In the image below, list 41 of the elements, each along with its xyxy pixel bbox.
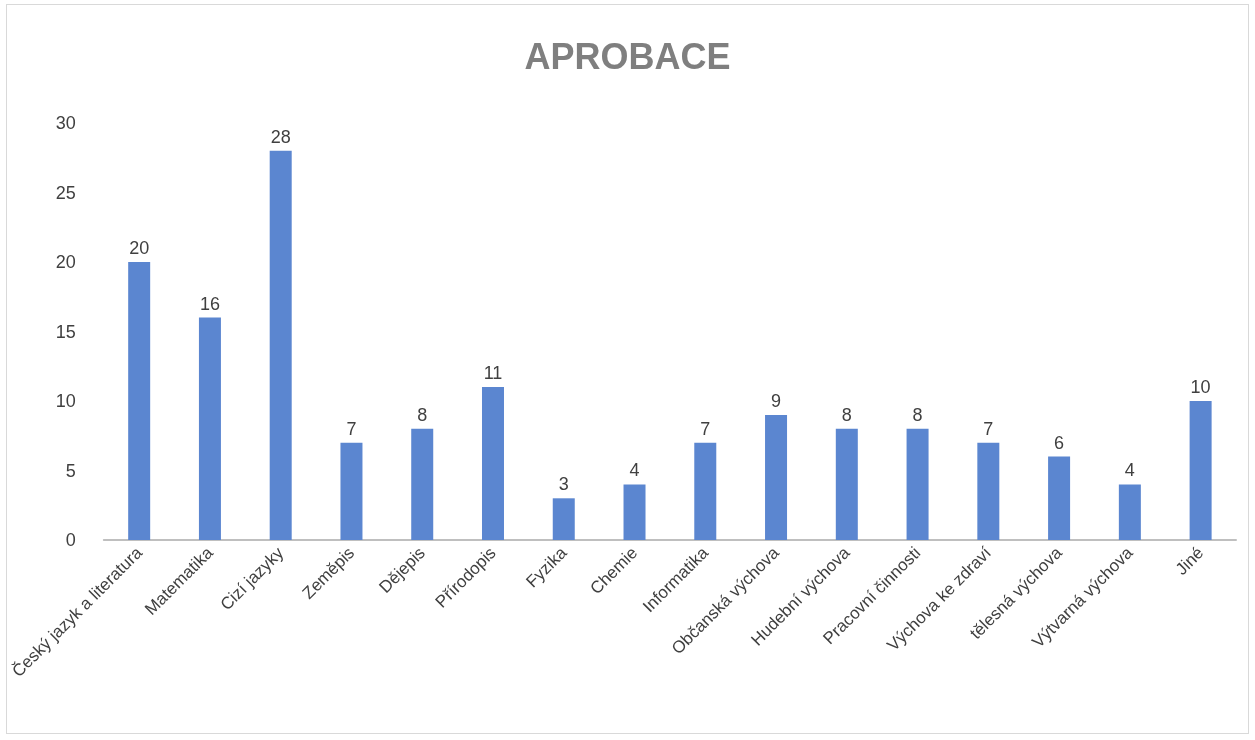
bar [340, 442, 363, 540]
data-label: 28 [270, 126, 291, 147]
bar [481, 387, 504, 540]
data-label: 3 [558, 474, 569, 495]
bar [269, 150, 292, 540]
bar [128, 262, 151, 540]
data-label: 7 [700, 418, 711, 439]
data-label: 4 [629, 460, 640, 481]
bar [694, 442, 717, 540]
bar [1118, 484, 1141, 540]
bar [1189, 401, 1212, 540]
chart-title: APROBACE [524, 35, 731, 77]
y-tick-label: 0 [65, 530, 76, 550]
data-label: 11 [483, 363, 503, 384]
y-tick-label: 25 [55, 182, 76, 203]
data-label: 8 [912, 404, 923, 425]
data-label: 16 [199, 293, 220, 314]
data-label: 7 [346, 418, 357, 439]
data-label: 10 [1190, 377, 1211, 397]
data-label: 8 [841, 404, 852, 425]
bar [552, 498, 575, 540]
bar [623, 484, 646, 540]
bar [906, 428, 929, 540]
data-label: 6 [1054, 432, 1065, 453]
bar [765, 414, 788, 540]
y-tick-label: 5 [65, 460, 76, 481]
bar [977, 442, 1000, 540]
bar [835, 428, 858, 540]
data-label: 8 [417, 404, 428, 425]
data-label: 20 [129, 238, 150, 258]
y-tick-label: 10 [55, 391, 76, 411]
data-label: 9 [771, 390, 782, 411]
data-label: 4 [1124, 460, 1135, 481]
bar [1048, 456, 1071, 540]
bar [411, 428, 434, 540]
x-tick-label: Jiné [1171, 543, 1208, 579]
y-tick-label: 30 [55, 113, 76, 133]
y-tick-label: 15 [55, 321, 76, 342]
y-tick-label: 20 [55, 252, 76, 272]
bar [198, 317, 221, 540]
data-label: 7 [983, 418, 994, 439]
